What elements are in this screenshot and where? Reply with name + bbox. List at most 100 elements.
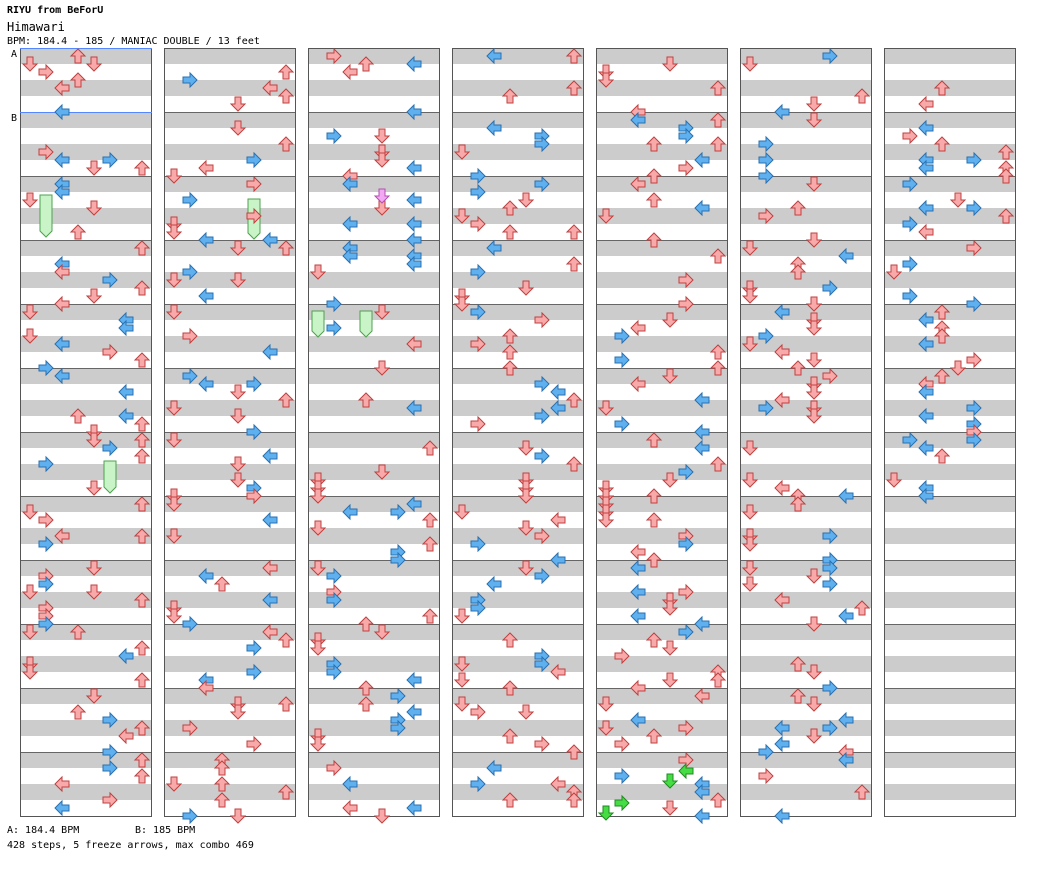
step-arrow	[85, 56, 103, 72]
step-arrow	[597, 208, 615, 224]
beat-band	[884, 528, 1016, 544]
step-arrow	[213, 776, 231, 792]
beat-band	[20, 144, 152, 160]
step-arrow	[262, 231, 278, 249]
step-arrow	[309, 736, 327, 752]
step-arrow	[406, 703, 422, 721]
beat-band	[452, 704, 584, 720]
step-arrow	[246, 207, 262, 225]
step-arrow	[182, 719, 198, 737]
beat-band	[308, 496, 440, 512]
step-arrow	[534, 735, 550, 753]
beat-band	[164, 624, 296, 640]
beat-band	[884, 48, 1016, 64]
beat-band	[740, 96, 872, 112]
beat-band	[308, 400, 440, 416]
beat-band	[20, 800, 152, 816]
beat-band	[884, 640, 1016, 656]
beat-band	[452, 64, 584, 80]
beat-band	[20, 160, 152, 176]
beat-band	[164, 608, 296, 624]
beat-band	[20, 608, 152, 624]
beat-band	[452, 160, 584, 176]
step-arrow	[614, 351, 630, 369]
beat-band	[596, 256, 728, 272]
step-arrow	[309, 488, 327, 504]
step-arrow	[390, 687, 406, 705]
step-arrow	[805, 664, 823, 680]
beat-band	[596, 288, 728, 304]
beat-band	[596, 752, 728, 768]
beat-band	[740, 48, 872, 64]
step-arrow	[326, 319, 342, 337]
step-arrow	[406, 495, 422, 513]
step-arrow	[517, 560, 535, 576]
beat-band	[164, 432, 296, 448]
step-arrow	[342, 215, 358, 233]
step-arrow	[342, 63, 358, 81]
step-arrow	[182, 327, 198, 345]
step-arrow	[21, 56, 39, 72]
step-arrow	[966, 151, 982, 169]
step-arrow	[486, 239, 502, 257]
step-arrow	[326, 655, 342, 673]
step-arrow	[69, 704, 87, 720]
step-arrow	[390, 711, 406, 729]
step-arrow	[277, 392, 295, 408]
step-arrow	[133, 672, 151, 688]
beat-band	[20, 224, 152, 240]
step-arrow	[246, 639, 262, 657]
beat-band	[164, 640, 296, 656]
step-arrow	[470, 335, 486, 353]
beat-band	[308, 384, 440, 400]
step-arrow	[741, 576, 759, 592]
step-arrow	[357, 392, 375, 408]
beat-band	[20, 400, 152, 416]
beat-band	[596, 480, 728, 496]
beat-band	[884, 352, 1016, 368]
step-arrow	[534, 527, 550, 545]
beat-band	[452, 352, 584, 368]
step-arrow	[630, 319, 646, 337]
chart-column-border	[164, 48, 296, 817]
beat-band	[884, 656, 1016, 672]
step-arrow	[277, 64, 295, 80]
step-arrow	[741, 560, 759, 576]
step-arrow	[517, 704, 535, 720]
step-arrow	[54, 527, 70, 545]
step-arrow	[694, 687, 710, 705]
step-arrow	[918, 199, 934, 217]
beat-band	[452, 368, 584, 384]
step-arrow	[373, 464, 391, 480]
step-arrow	[501, 200, 519, 216]
beat-band	[596, 368, 728, 384]
beat-band	[884, 800, 1016, 816]
beat-band	[596, 80, 728, 96]
beat-band	[452, 400, 584, 416]
beat-band	[596, 672, 728, 688]
step-arrow	[453, 696, 471, 712]
chart-column-border	[884, 48, 1016, 817]
step-arrow	[550, 551, 566, 569]
beat-band	[452, 688, 584, 704]
step-arrow	[902, 175, 918, 193]
beat-band	[308, 784, 440, 800]
step-arrow	[966, 199, 982, 217]
step-arrow	[133, 432, 151, 448]
step-arrow	[421, 608, 439, 624]
step-arrow	[709, 360, 727, 376]
beat-band	[740, 800, 872, 816]
beat-band	[452, 80, 584, 96]
beat-band	[596, 112, 728, 128]
beat-band	[740, 464, 872, 480]
beat-band	[596, 736, 728, 752]
step-arrow	[805, 320, 823, 336]
step-arrow	[741, 440, 759, 456]
step-arrow	[406, 799, 422, 817]
step-arrow	[229, 120, 247, 136]
beat-band	[452, 720, 584, 736]
step-arrow	[534, 127, 550, 145]
beat-band	[884, 400, 1016, 416]
beat-band	[20, 320, 152, 336]
step-arrow	[165, 496, 183, 512]
